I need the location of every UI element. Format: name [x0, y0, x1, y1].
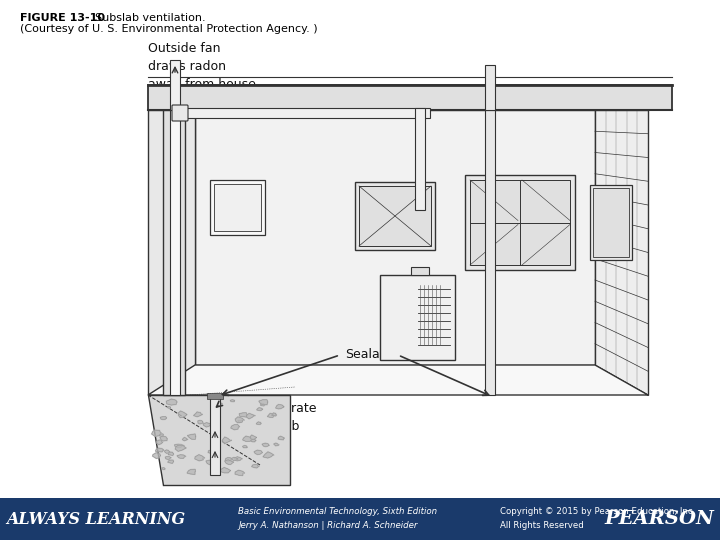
- Polygon shape: [231, 424, 240, 430]
- Polygon shape: [187, 469, 195, 475]
- Text: Pipes penetrate
beneath slab: Pipes penetrate beneath slab: [218, 402, 317, 433]
- Polygon shape: [256, 422, 261, 424]
- Polygon shape: [235, 417, 244, 423]
- Bar: [593, 188, 629, 257]
- Polygon shape: [177, 455, 186, 458]
- Polygon shape: [164, 450, 170, 453]
- Bar: [207, 393, 223, 399]
- Polygon shape: [182, 437, 188, 441]
- Polygon shape: [254, 450, 262, 455]
- Text: Copyright © 2015 by Pearson Education, Inc: Copyright © 2015 by Pearson Education, I…: [500, 508, 693, 516]
- Polygon shape: [213, 400, 220, 403]
- Polygon shape: [162, 468, 165, 469]
- Polygon shape: [256, 408, 263, 411]
- Polygon shape: [148, 365, 648, 395]
- Polygon shape: [187, 434, 196, 439]
- Polygon shape: [211, 414, 220, 418]
- Polygon shape: [168, 460, 174, 463]
- Bar: [470, 180, 570, 265]
- Polygon shape: [198, 420, 203, 424]
- Polygon shape: [203, 423, 211, 427]
- Bar: [355, 182, 435, 250]
- Bar: [148, 85, 672, 110]
- Polygon shape: [238, 420, 242, 423]
- Polygon shape: [220, 468, 230, 473]
- Polygon shape: [195, 455, 204, 461]
- Polygon shape: [262, 443, 269, 447]
- Polygon shape: [263, 452, 274, 458]
- Polygon shape: [267, 413, 274, 417]
- Polygon shape: [232, 457, 238, 461]
- Polygon shape: [243, 446, 248, 448]
- Text: FIGURE 13-10: FIGURE 13-10: [20, 13, 105, 23]
- Polygon shape: [148, 110, 195, 395]
- Polygon shape: [251, 464, 259, 468]
- Bar: [380, 275, 455, 360]
- Polygon shape: [168, 452, 174, 455]
- Polygon shape: [235, 457, 243, 461]
- Polygon shape: [153, 453, 161, 458]
- Polygon shape: [243, 436, 252, 441]
- Bar: [411, 267, 429, 275]
- Polygon shape: [159, 434, 163, 436]
- Text: All Rights Reserved: All Rights Reserved: [500, 522, 584, 530]
- Polygon shape: [235, 470, 245, 476]
- Polygon shape: [222, 437, 232, 444]
- Polygon shape: [174, 444, 184, 448]
- Polygon shape: [168, 407, 171, 408]
- Text: Subslab ventilation.: Subslab ventilation.: [88, 13, 206, 23]
- Bar: [415, 108, 425, 210]
- Polygon shape: [160, 436, 167, 441]
- Polygon shape: [175, 445, 186, 451]
- Polygon shape: [250, 435, 256, 440]
- Text: ALWAYS LEARNING: ALWAYS LEARNING: [6, 510, 185, 528]
- Polygon shape: [276, 404, 284, 409]
- Bar: [170, 60, 180, 110]
- Text: Basic Environmental Technology, Sixth Edition: Basic Environmental Technology, Sixth Ed…: [238, 508, 437, 516]
- Text: Jerry A. Nathanson | Richard A. Schneider: Jerry A. Nathanson | Richard A. Schneide…: [238, 522, 418, 530]
- Bar: [170, 110, 180, 395]
- Polygon shape: [239, 413, 248, 417]
- Bar: [175, 108, 430, 118]
- Bar: [465, 175, 575, 270]
- Bar: [359, 186, 431, 246]
- Bar: [590, 185, 632, 260]
- Polygon shape: [246, 414, 256, 419]
- Text: Outside fan
draws radon
away from house: Outside fan draws radon away from house: [148, 42, 256, 91]
- Polygon shape: [161, 417, 167, 420]
- Bar: [163, 110, 185, 395]
- Polygon shape: [165, 457, 171, 460]
- Polygon shape: [259, 400, 268, 405]
- Bar: [485, 65, 495, 110]
- Polygon shape: [208, 450, 215, 453]
- Bar: [195, 110, 595, 365]
- Polygon shape: [230, 400, 235, 402]
- Text: Sealant: Sealant: [345, 348, 392, 361]
- Polygon shape: [274, 443, 279, 446]
- Polygon shape: [194, 412, 203, 417]
- Polygon shape: [225, 457, 231, 461]
- Polygon shape: [595, 110, 648, 395]
- Polygon shape: [206, 460, 216, 465]
- Polygon shape: [261, 403, 265, 406]
- Polygon shape: [217, 402, 222, 405]
- Bar: [210, 180, 265, 235]
- Text: PEARSON: PEARSON: [604, 510, 714, 528]
- Polygon shape: [157, 440, 163, 444]
- Text: (Courtesy of U. S. Environmental Protection Agency. ): (Courtesy of U. S. Environmental Protect…: [20, 24, 318, 34]
- Bar: [210, 395, 220, 475]
- Bar: [214, 184, 261, 231]
- Polygon shape: [278, 436, 284, 440]
- Polygon shape: [225, 460, 234, 464]
- Polygon shape: [179, 411, 187, 418]
- Polygon shape: [271, 413, 276, 416]
- FancyBboxPatch shape: [172, 105, 188, 121]
- Polygon shape: [251, 439, 256, 442]
- Polygon shape: [152, 430, 161, 436]
- Polygon shape: [156, 448, 163, 452]
- Bar: [0, 498, 720, 540]
- Bar: [485, 110, 495, 395]
- Polygon shape: [148, 395, 290, 485]
- Polygon shape: [166, 399, 177, 405]
